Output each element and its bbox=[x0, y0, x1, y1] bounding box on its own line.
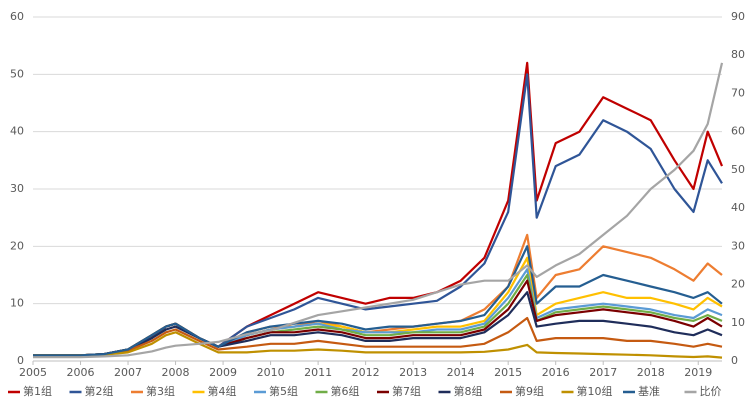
y2-tick-label: 90 bbox=[731, 10, 745, 23]
x-tick-label: 2008 bbox=[162, 366, 190, 379]
y-tick-label: 0 bbox=[17, 354, 24, 367]
legend-label: 第1组 bbox=[23, 384, 52, 398]
legend-label: 比价 bbox=[700, 385, 722, 398]
legend-label: 第6组 bbox=[331, 384, 360, 398]
x-tick-label: 2012 bbox=[352, 366, 380, 379]
x-tick-label: 2006 bbox=[67, 366, 95, 379]
x-tick-label: 2010 bbox=[257, 366, 285, 379]
x-tick-label: 2005 bbox=[19, 366, 47, 379]
series-line bbox=[33, 316, 723, 357]
x-tick-label: 2019 bbox=[684, 366, 712, 379]
y2-tick-label: 10 bbox=[731, 316, 745, 329]
y2-tick-label: 80 bbox=[731, 48, 745, 61]
y-tick-label: 10 bbox=[10, 297, 24, 310]
x-tick-label: 2011 bbox=[304, 366, 332, 379]
legend-label: 第8组 bbox=[454, 384, 483, 398]
y2-tick-label: 50 bbox=[731, 163, 745, 176]
legend-label: 第4组 bbox=[208, 384, 237, 398]
y2-tick-label: 40 bbox=[731, 201, 745, 214]
x-tick-label: 2017 bbox=[589, 366, 617, 379]
x-tick-label: 2009 bbox=[209, 366, 237, 379]
y2-tick-label: 60 bbox=[731, 125, 745, 138]
x-tick-label: 2018 bbox=[637, 366, 665, 379]
x-tick-label: 2013 bbox=[399, 366, 427, 379]
series-line bbox=[33, 245, 723, 357]
legend-label: 第5组 bbox=[269, 384, 298, 398]
x-tick-label: 2014 bbox=[447, 366, 475, 379]
series-line bbox=[33, 291, 723, 357]
x-tick-label: 2015 bbox=[494, 366, 522, 379]
legend-label: 基准 bbox=[638, 385, 660, 398]
y-tick-label: 30 bbox=[10, 182, 24, 195]
legend-label: 第10组 bbox=[577, 384, 613, 398]
y2-tick-label: 0 bbox=[731, 354, 738, 367]
legend-label: 第7组 bbox=[392, 384, 421, 398]
legend-label: 第2组 bbox=[85, 384, 114, 398]
y2-tick-label: 70 bbox=[731, 86, 745, 99]
x-tick-label: 2016 bbox=[542, 366, 570, 379]
series-line bbox=[33, 331, 723, 359]
y-tick-label: 40 bbox=[10, 125, 24, 138]
y2-tick-label: 30 bbox=[731, 239, 745, 252]
y2-tick-label: 20 bbox=[731, 278, 745, 291]
y-tick-label: 20 bbox=[10, 239, 24, 252]
legend-label: 第3组 bbox=[146, 384, 175, 398]
series-line bbox=[33, 62, 724, 359]
x-tick-label: 2007 bbox=[114, 366, 142, 379]
y-tick-label: 60 bbox=[10, 10, 24, 23]
y-tick-label: 50 bbox=[10, 67, 24, 80]
legend-label: 第9组 bbox=[515, 384, 544, 398]
series-line bbox=[33, 73, 723, 357]
